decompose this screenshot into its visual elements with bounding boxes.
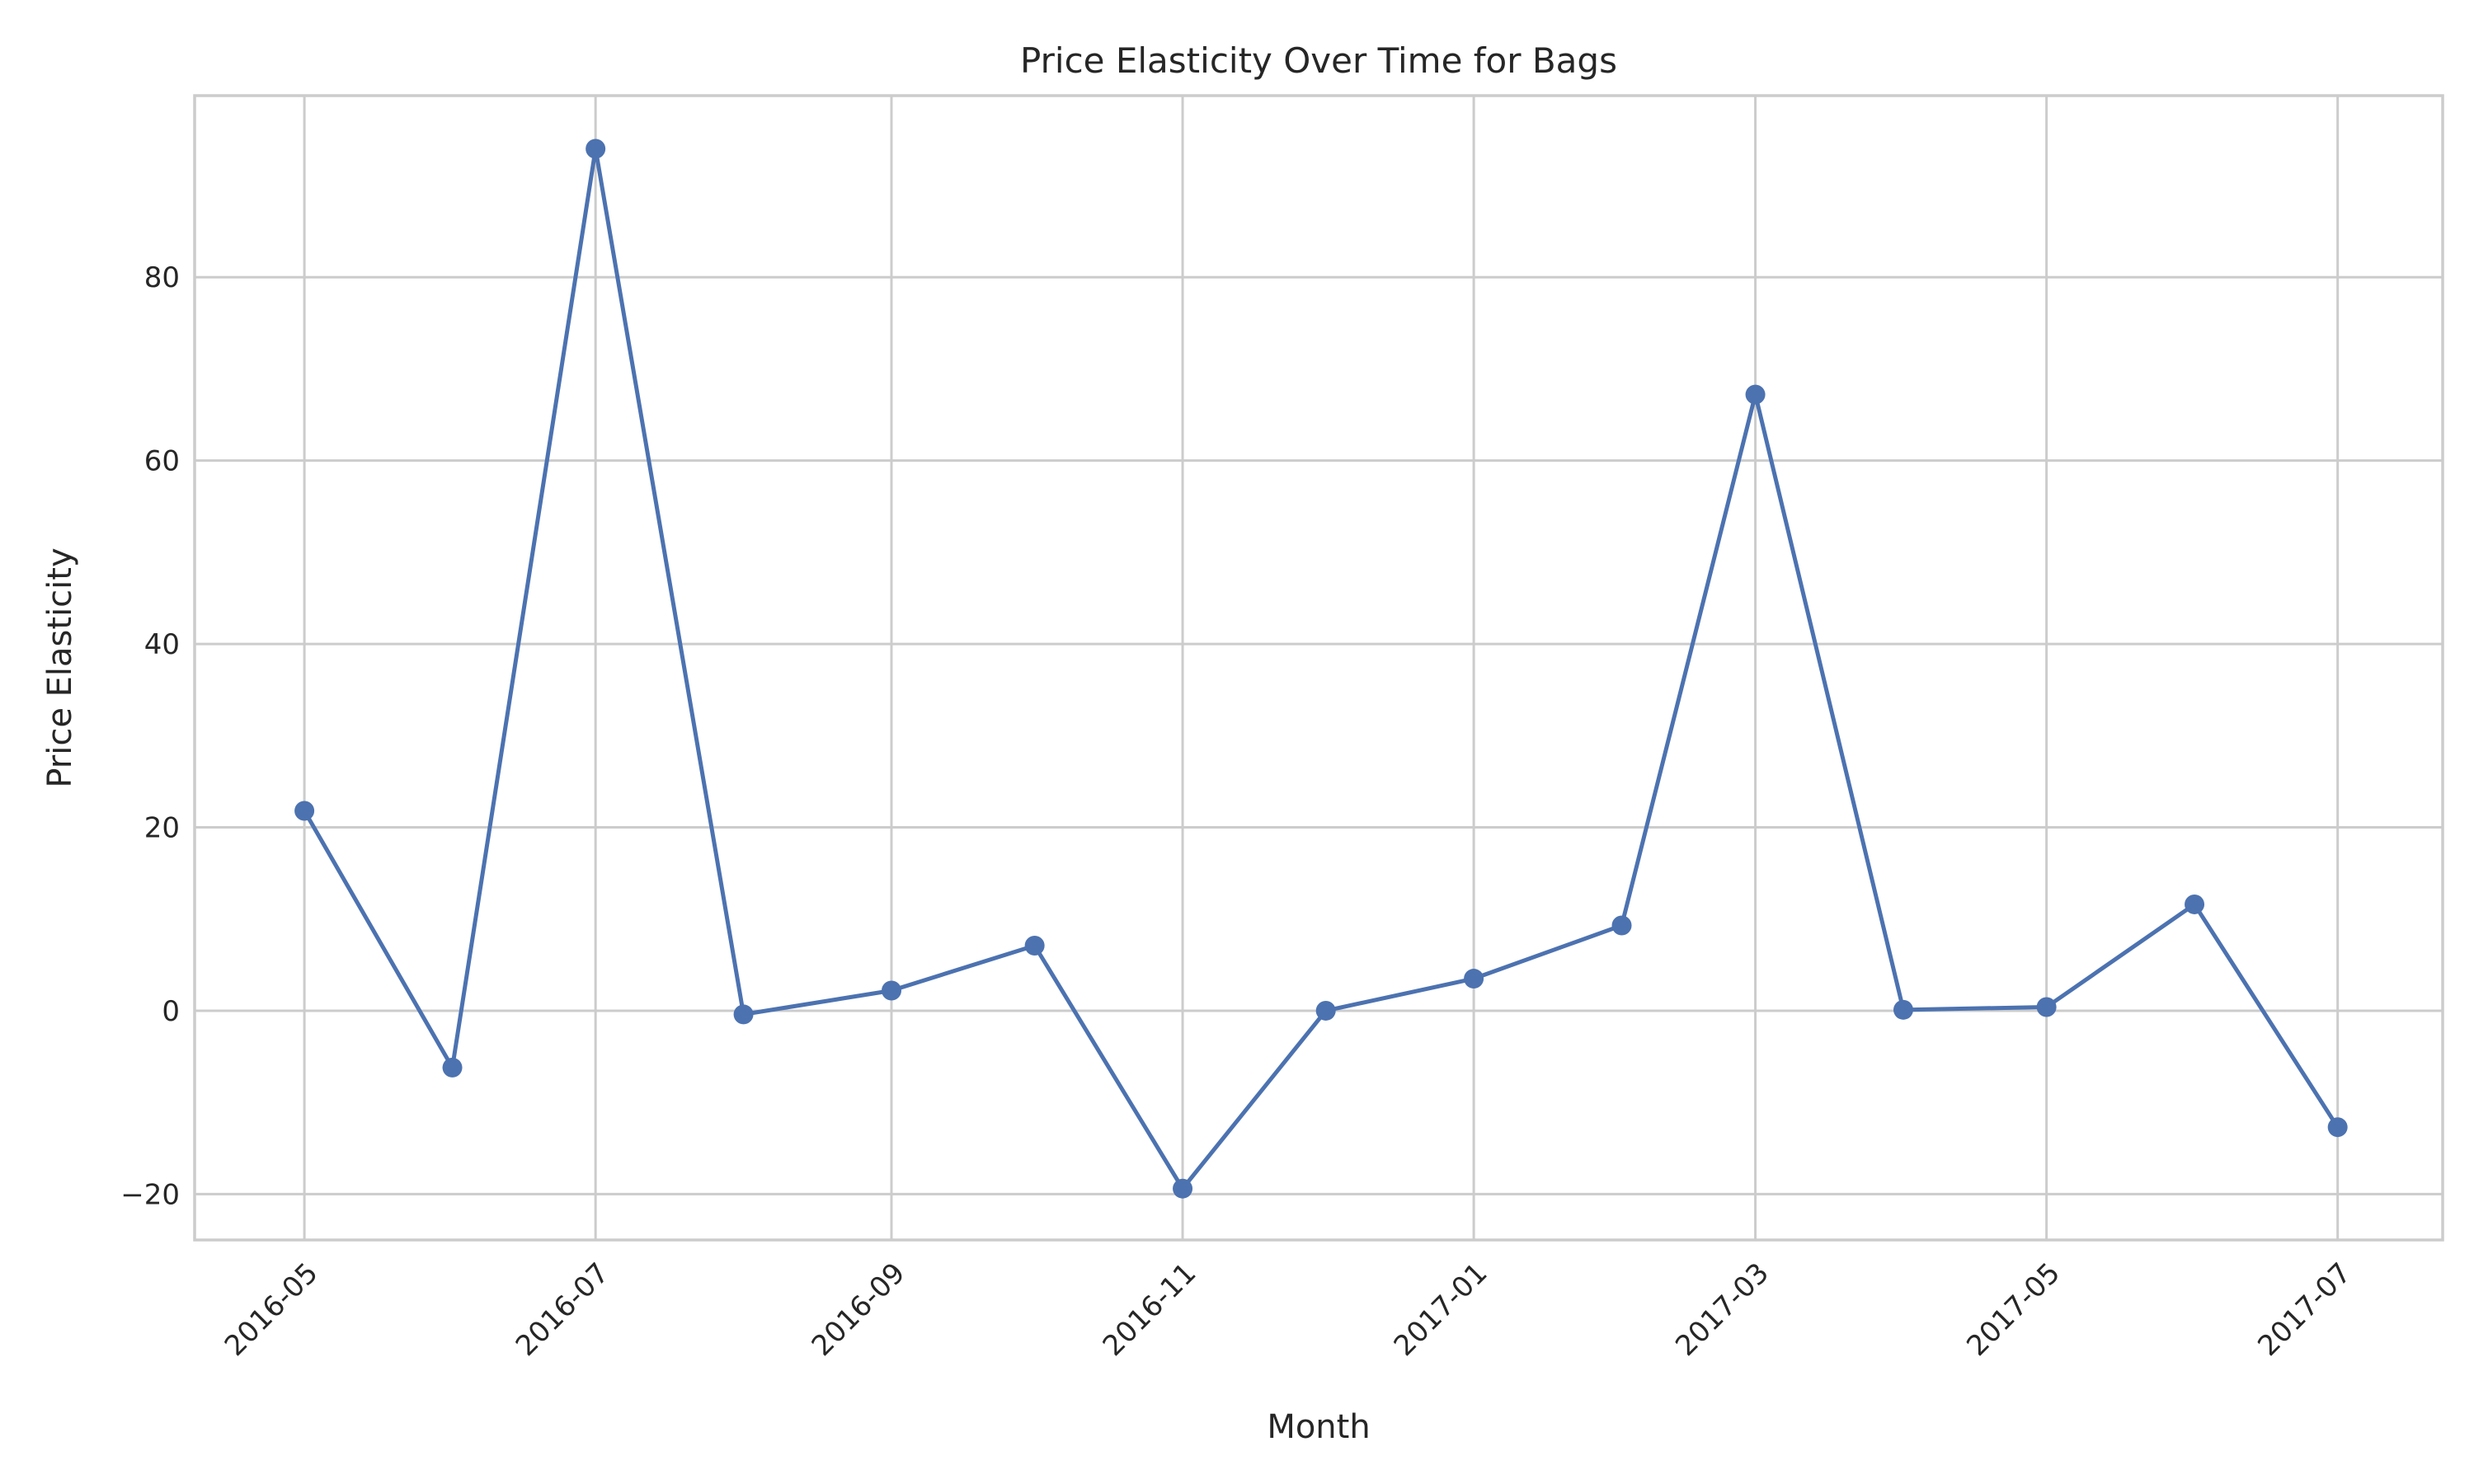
y-tick-label: 80	[144, 261, 180, 294]
data-point	[733, 1004, 754, 1025]
data-point	[2036, 997, 2057, 1017]
data-point	[1745, 384, 1766, 405]
data-point	[442, 1057, 463, 1078]
plot-frame	[193, 94, 2444, 1242]
x-tick-label: 2016-07	[510, 1256, 616, 1363]
data-point	[882, 980, 902, 1001]
y-tick-label: 20	[144, 812, 180, 845]
tick-layer: −20 0 20 40 60 80 2016-05 2016-07 2016-09 2016-11…	[120, 261, 2358, 1363]
data-point	[2185, 894, 2205, 914]
data-point	[1464, 969, 1484, 989]
data-point	[1315, 1000, 1336, 1021]
y-axis-label: Price Elasticity	[41, 547, 79, 787]
data-point	[1173, 1178, 1193, 1199]
y-tick-label: 60	[144, 445, 180, 478]
data-point	[2327, 1117, 2348, 1138]
x-axis-label: Month	[1267, 1408, 1370, 1446]
x-tick-label: 2016-05	[219, 1256, 325, 1363]
data-point	[1893, 999, 1913, 1020]
y-tick-label: 0	[162, 995, 180, 1028]
chart-title: Price Elasticity Over Time for Bags	[1020, 40, 1617, 81]
data-point	[1611, 915, 1632, 936]
data-point	[294, 801, 315, 821]
y-tick-label: −20	[120, 1178, 180, 1211]
y-tick-label: 40	[144, 628, 180, 661]
x-tick-label: 2017-03	[1669, 1256, 1776, 1363]
series-layer	[294, 139, 2348, 1199]
x-tick-label: 2016-09	[806, 1256, 912, 1363]
x-tick-label: 2016-11	[1097, 1256, 1203, 1363]
series-line	[302, 147, 2340, 1191]
grid-layer	[195, 96, 2443, 1240]
data-point	[1024, 935, 1045, 956]
x-tick-label: 2017-07	[2251, 1256, 2358, 1363]
x-tick-label: 2017-01	[1388, 1256, 1494, 1363]
data-point	[586, 139, 606, 159]
x-tick-label: 2017-05	[1960, 1256, 2067, 1363]
